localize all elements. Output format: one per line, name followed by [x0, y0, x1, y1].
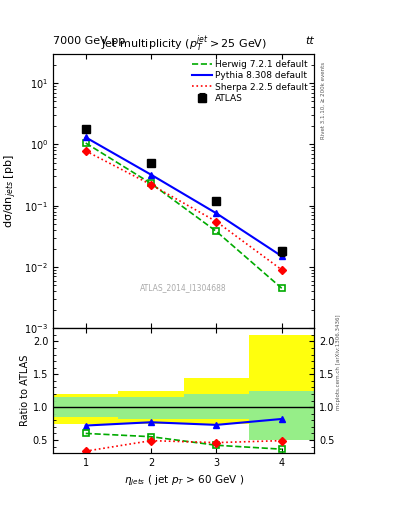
Sherpa 2.2.5 default [279, 267, 284, 273]
X-axis label: $\eta_{jets}$ ( jet $p_T$ > 60 GeV ): $\eta_{jets}$ ( jet $p_T$ > 60 GeV ) [123, 474, 244, 488]
Pythia 8.308 default [83, 134, 88, 140]
Sherpa 2.2.5 default [149, 182, 153, 188]
Line: Herwig 7.2.1 default: Herwig 7.2.1 default [86, 143, 282, 288]
Text: Rivet 3.1.10, ≥ 200k events: Rivet 3.1.10, ≥ 200k events [320, 61, 325, 139]
Herwig 7.2.1 default [83, 140, 88, 146]
Herwig 7.2.1 default [149, 180, 153, 186]
Herwig 7.2.1 default [214, 228, 219, 234]
Sherpa 2.2.5 default [214, 219, 219, 225]
Text: 7000 GeV pp: 7000 GeV pp [53, 36, 125, 46]
Herwig 7.2.1 default [279, 285, 284, 291]
Line: Sherpa 2.2.5 default: Sherpa 2.2.5 default [86, 151, 282, 270]
Text: tt: tt [306, 36, 314, 46]
Title: Jet multiplicity ($p_T^{jet}$$>$25 GeV): Jet multiplicity ($p_T^{jet}$$>$25 GeV) [101, 33, 267, 54]
Pythia 8.308 default [279, 253, 284, 259]
Line: Pythia 8.308 default: Pythia 8.308 default [86, 137, 282, 256]
Sherpa 2.2.5 default [83, 148, 88, 154]
Text: ATLAS_2014_I1304688: ATLAS_2014_I1304688 [140, 283, 227, 292]
Legend: Herwig 7.2.1 default, Pythia 8.308 default, Sherpa 2.2.5 default, ATLAS: Herwig 7.2.1 default, Pythia 8.308 defau… [190, 58, 310, 104]
Pythia 8.308 default [214, 210, 219, 217]
Text: mcplots.cern.ch [arXiv:1306.3436]: mcplots.cern.ch [arXiv:1306.3436] [336, 314, 341, 410]
Y-axis label: Ratio to ATLAS: Ratio to ATLAS [20, 355, 30, 426]
Y-axis label: dσ/dn$_{jets}$ [pb]: dσ/dn$_{jets}$ [pb] [2, 154, 18, 228]
Pythia 8.308 default [149, 172, 153, 178]
